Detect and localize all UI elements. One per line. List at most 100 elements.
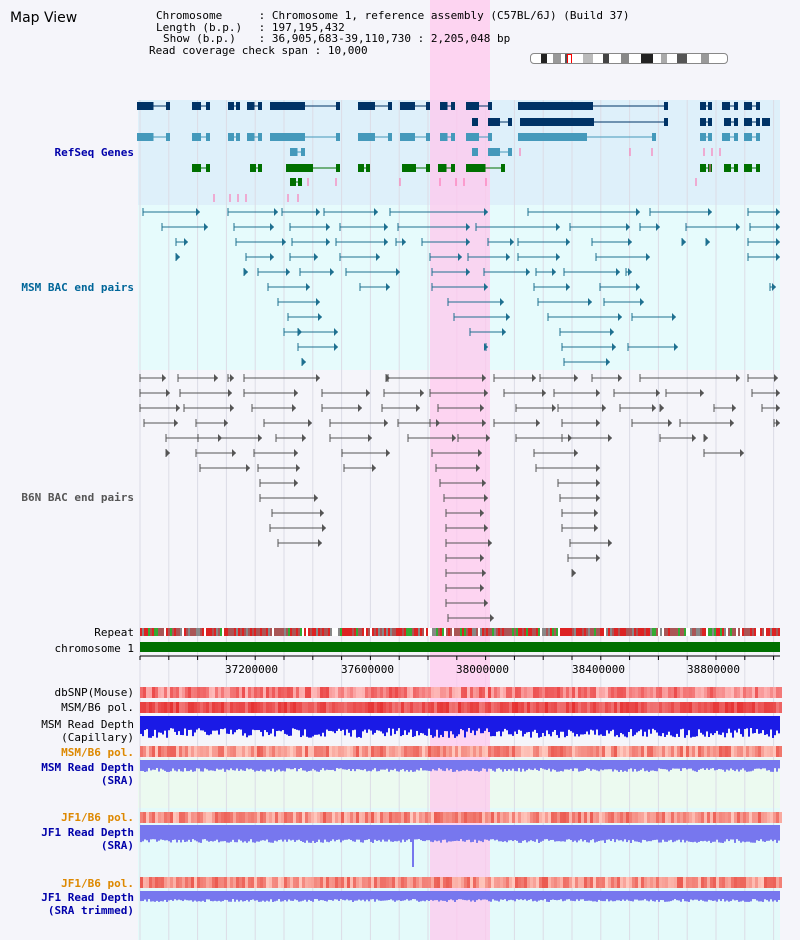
msm-depth-sra-bar xyxy=(202,760,204,772)
refseq-gene-exon xyxy=(247,133,255,141)
msm-depth-sra-bar xyxy=(684,760,686,769)
b6n-bac-label[interactable]: B6N BAC end pairs xyxy=(21,491,134,504)
jf1-depth-bar xyxy=(360,825,362,843)
repeat-mark xyxy=(242,628,244,636)
jf1-depth-trim-bar xyxy=(610,891,612,901)
msm-pol-heat-cell xyxy=(734,702,737,713)
msm-bac-label[interactable]: MSM BAC end pairs xyxy=(21,281,134,294)
jf1-pol2-heat-cell xyxy=(779,877,782,888)
jf1-pol2-heat-cell xyxy=(167,877,170,888)
jf1-depth-trim-bar xyxy=(444,891,446,901)
msm-pol-heat-cell xyxy=(473,702,476,713)
jf1-pol2-heat-cell xyxy=(215,877,218,888)
msm-depth-sra-bar xyxy=(772,760,774,772)
msm-pol-heat-cell xyxy=(299,702,302,713)
msm-depth-sra-bar xyxy=(292,760,294,770)
msm-pol-heat-cell xyxy=(590,702,593,713)
msm-depth-cap-bar xyxy=(264,716,266,731)
jf1-depth-bar xyxy=(618,825,620,841)
msm-pol2-heat-cell xyxy=(662,746,665,757)
jf1-depth-bar xyxy=(610,825,612,842)
msm-depth-sra-bar xyxy=(548,760,550,769)
dbsnp-heat-cell xyxy=(617,687,620,698)
msm-depth-cap-bar xyxy=(600,716,602,735)
msm-depth-cap-bar xyxy=(300,716,302,738)
jf1-depth-trim-bar xyxy=(484,891,486,900)
b6n-bac-pair-end xyxy=(482,419,486,427)
jf1-depth-bar xyxy=(232,825,234,840)
jf1-depth-trim-bar xyxy=(398,891,400,901)
repeat-mark xyxy=(362,628,364,636)
chromosome-ideogram[interactable] xyxy=(530,53,728,64)
msm-pol2-heat-cell xyxy=(383,746,386,757)
msm-pol-heat-cell xyxy=(617,702,620,713)
msm-depth-cap-bar xyxy=(484,716,486,731)
msm-depth-cap-bar xyxy=(234,716,236,733)
refseq-gene-exon xyxy=(388,102,392,110)
msm-depth-sra-bar xyxy=(588,760,590,769)
msm-pol2-heat-cell xyxy=(293,746,296,757)
msm-pol-heat-cell xyxy=(479,702,482,713)
jf1-pol2-heat-cell xyxy=(446,877,449,888)
jf1-depth-bar xyxy=(410,825,412,843)
msm-pol-heat-cell xyxy=(455,702,458,713)
jf1-pol2-heat-cell xyxy=(767,877,770,888)
dbsnp-heat-cell xyxy=(707,687,710,698)
msm-depth-cap-bar xyxy=(638,716,640,732)
msm-depth-sra-bar xyxy=(602,760,604,771)
jf1-depth-trim-bar xyxy=(682,891,684,900)
msm-depth-cap-bar xyxy=(268,716,270,736)
msm-pol2-heat-cell xyxy=(428,746,431,757)
jf1-pol2-heat-cell xyxy=(161,877,164,888)
repeat-mark xyxy=(698,628,700,636)
dbsnp-heat-cell xyxy=(317,687,320,698)
msm-depth-cap-bar xyxy=(662,716,664,734)
dbsnp-heat-cell xyxy=(449,687,452,698)
repeat-mark xyxy=(596,628,598,636)
ideogram-band xyxy=(677,54,687,63)
msm-depth-sra-bar xyxy=(582,760,584,771)
jf1-depth-trim-bar xyxy=(324,891,326,901)
jf1-depth-trim-bar xyxy=(778,891,780,901)
repeat-mark xyxy=(722,628,724,636)
jf1-depth-trim-bar xyxy=(638,891,640,901)
jf1-pol-heat-cell xyxy=(185,812,188,823)
jf1-depth-bar xyxy=(146,825,148,841)
msm-pol-heat-cell xyxy=(434,702,437,713)
repeat-mark xyxy=(436,628,438,636)
jf1-pol2-heat-cell xyxy=(257,877,260,888)
msm-depth-cap-line1: MSM Read Depth xyxy=(41,718,134,731)
jf1-pol2-heat-cell xyxy=(416,877,419,888)
jf1-pol2-heat-cell xyxy=(713,877,716,888)
dbsnp-heat-cell xyxy=(758,687,761,698)
jf1-pol-heat-cell xyxy=(578,812,581,823)
jf1-depth-trim-bar xyxy=(512,891,514,901)
msm-pol-heat-cell xyxy=(554,702,557,713)
msm-depth-sra-bar xyxy=(422,760,424,771)
msm-depth-sra-bar xyxy=(232,760,234,771)
jf1-depth-trim-bar xyxy=(420,891,422,902)
ideogram-band xyxy=(553,54,561,63)
msm-pol2-heat-cell xyxy=(626,746,629,757)
msm-depth-sra-bar xyxy=(760,760,762,770)
jf1-depth-bar xyxy=(408,825,410,840)
msm-depth-sra-bar xyxy=(236,760,238,769)
jf1-depth-trim-bar xyxy=(440,891,442,901)
refseq-genes-label[interactable]: RefSeq Genes xyxy=(54,146,134,159)
jf1-depth-trim-bar xyxy=(708,891,710,900)
msm-pol-heat-cell xyxy=(323,702,326,713)
b6n-bac-pair-end xyxy=(618,374,622,382)
msm-depth-sra-bar xyxy=(644,760,646,772)
jf1-depth-trim-bar xyxy=(172,891,174,901)
repeat-mark xyxy=(376,628,378,636)
msm-depth-cap-bar xyxy=(648,716,650,730)
msm-depth-cap-bar xyxy=(164,716,166,731)
jf1-pol2-heat-cell xyxy=(530,877,533,888)
jf1-depth-trim-bar xyxy=(370,891,372,900)
jf1-pol2-heat-cell xyxy=(332,877,335,888)
msm-depth-cap-bar xyxy=(330,716,332,731)
jf1-pol2-heat-cell xyxy=(608,877,611,888)
repeat-mark xyxy=(700,628,702,636)
msm-pol-heat-cell xyxy=(641,702,644,713)
msm-pol2-heat-cell xyxy=(638,746,641,757)
